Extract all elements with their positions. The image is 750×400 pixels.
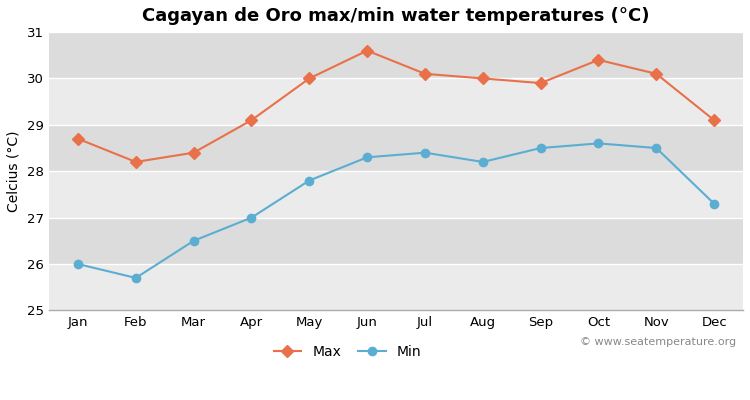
Min (536, 146, 545, 150)
Max (710, 118, 718, 122)
Bar (49, 125, 743, 171)
Min (131, 276, 140, 280)
Max (421, 72, 430, 76)
Min (189, 238, 198, 243)
Max (478, 76, 488, 81)
Min (421, 150, 430, 155)
Max (652, 72, 661, 76)
Min (363, 155, 372, 160)
Bar (49, 264, 743, 310)
Line: Max: Max (74, 46, 718, 166)
Bar (49, 32, 743, 78)
Min (74, 262, 82, 266)
Min (652, 146, 661, 150)
Bar (49, 218, 743, 264)
Max (247, 118, 256, 122)
Title: Cagayan de Oro max/min water temperatures (°C): Cagayan de Oro max/min water temperature… (142, 7, 650, 25)
Max (74, 136, 82, 141)
Max (363, 48, 372, 53)
Max (131, 160, 140, 164)
Line: Min: Min (73, 138, 719, 283)
Legend: Max, Min: Max, Min (274, 345, 422, 359)
Min (247, 215, 256, 220)
Max (304, 76, 313, 81)
Text: © www.seatemperature.org: © www.seatemperature.org (580, 336, 736, 346)
Max (189, 150, 198, 155)
Bar (49, 78, 743, 125)
Min (594, 141, 603, 146)
Y-axis label: Celcius (°C): Celcius (°C) (7, 130, 21, 212)
Max (536, 81, 545, 86)
Min (478, 160, 488, 164)
Min (304, 178, 313, 183)
Max (594, 58, 603, 62)
Bar (49, 171, 743, 218)
Min (710, 201, 718, 206)
